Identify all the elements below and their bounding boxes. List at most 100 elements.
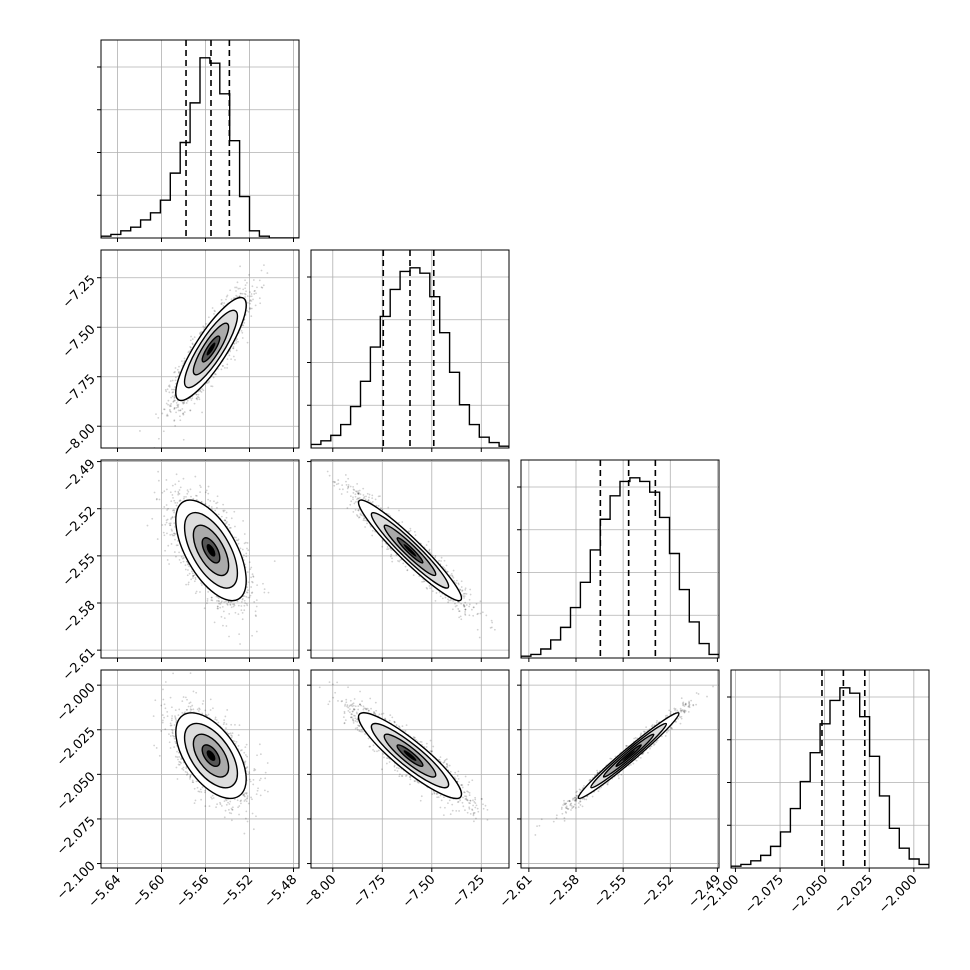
scatter-point — [248, 307, 251, 309]
scatter-point — [255, 599, 258, 602]
scatter-point — [252, 279, 255, 281]
scatter-point — [225, 295, 228, 298]
scatter-point — [191, 570, 193, 573]
scatter-point — [226, 602, 228, 605]
scatter-point — [248, 561, 251, 564]
scatter-point — [214, 310, 216, 313]
scatter-point — [176, 368, 179, 371]
scatter-point — [165, 488, 168, 491]
scatter-point — [191, 343, 194, 346]
scatter-point — [185, 495, 187, 498]
scatter-point — [245, 602, 248, 605]
scatter-point — [173, 407, 176, 410]
scatter-point — [173, 408, 176, 411]
scatter-point — [230, 298, 233, 301]
scatter-point — [254, 289, 256, 292]
scatter-point — [452, 599, 455, 602]
scatter-point — [457, 600, 459, 603]
scatter-point — [250, 300, 253, 302]
scatter-point — [223, 617, 226, 619]
scatter-point — [229, 350, 231, 353]
scatter-point — [197, 393, 200, 396]
scatter-point — [169, 524, 171, 527]
scatter-point — [234, 358, 236, 361]
scatter-point — [199, 331, 202, 334]
scatter-point — [358, 516, 361, 519]
scatter-point — [188, 565, 190, 568]
scatter-point — [215, 502, 218, 505]
scatter-point — [207, 591, 210, 593]
scatter-point — [227, 600, 230, 603]
scatter-point — [161, 524, 164, 526]
scatter-point — [198, 332, 201, 335]
scatter-point — [250, 293, 253, 295]
scatter-point — [243, 321, 246, 324]
scatter-point — [246, 542, 249, 544]
scatter-point — [209, 500, 212, 502]
histogram-step-1 — [311, 267, 509, 448]
scatter-point — [190, 578, 193, 581]
scatter-point — [406, 569, 409, 571]
scatter-point — [390, 549, 393, 551]
scatter-point — [252, 576, 255, 578]
scatter-point — [243, 542, 246, 545]
scatter-point — [177, 406, 179, 409]
scatter-point — [235, 342, 238, 344]
scatter-point — [146, 524, 149, 527]
scatter-point — [200, 391, 203, 393]
scatter-point — [182, 412, 184, 415]
plot-area — [139, 264, 269, 448]
scatter-point — [248, 596, 251, 599]
scatter-point — [155, 498, 158, 500]
scatter-point — [262, 284, 265, 287]
scatter-point — [187, 581, 190, 584]
scatter-point — [414, 534, 417, 537]
scatter-point — [249, 295, 252, 298]
scatter-point — [171, 509, 174, 512]
scatter-point — [228, 612, 231, 615]
scatter-point — [251, 580, 253, 583]
scatter-point — [191, 572, 194, 575]
scatter-point — [398, 521, 400, 524]
scatter-point — [245, 552, 248, 555]
scatter-point — [234, 286, 236, 289]
scatter-point — [186, 563, 189, 566]
scatter-point — [240, 609, 243, 612]
scatter-point — [220, 515, 223, 518]
scatter-point — [173, 397, 176, 399]
scatter-point — [213, 313, 215, 315]
scatter-point — [165, 402, 168, 405]
scatter-point — [262, 582, 264, 585]
scatter-point — [178, 372, 180, 374]
scatter-point — [157, 437, 160, 440]
scatter-point — [168, 385, 171, 388]
scatter-point — [216, 600, 218, 602]
scatter-point — [232, 347, 234, 350]
scatter-point — [167, 403, 169, 406]
scatter-point — [155, 498, 158, 501]
scatter-point — [463, 605, 465, 608]
scatter-point — [183, 411, 186, 413]
y-tick-label: −2.61 — [60, 645, 99, 684]
scatter-point — [224, 519, 227, 522]
scatter-point — [174, 424, 177, 427]
scatter-point — [185, 402, 188, 404]
scatter-point — [193, 580, 196, 583]
scatter-point — [173, 407, 176, 409]
scatter-point — [182, 401, 185, 404]
scatter-point — [246, 586, 249, 589]
scatter-point — [177, 492, 180, 495]
scatter-point — [223, 519, 226, 522]
panel-frame — [100, 249, 300, 449]
scatter-point — [235, 294, 238, 297]
scatter-point — [173, 399, 176, 402]
scatter-point — [226, 603, 229, 606]
scatter-point — [232, 347, 235, 350]
scatter-point — [333, 484, 336, 487]
scatter-point — [185, 583, 188, 586]
scatter-point — [169, 404, 171, 407]
scatter-point — [167, 507, 169, 510]
scatter-point — [174, 371, 176, 373]
scatter-point — [229, 289, 232, 292]
scatter-point — [196, 398, 199, 401]
